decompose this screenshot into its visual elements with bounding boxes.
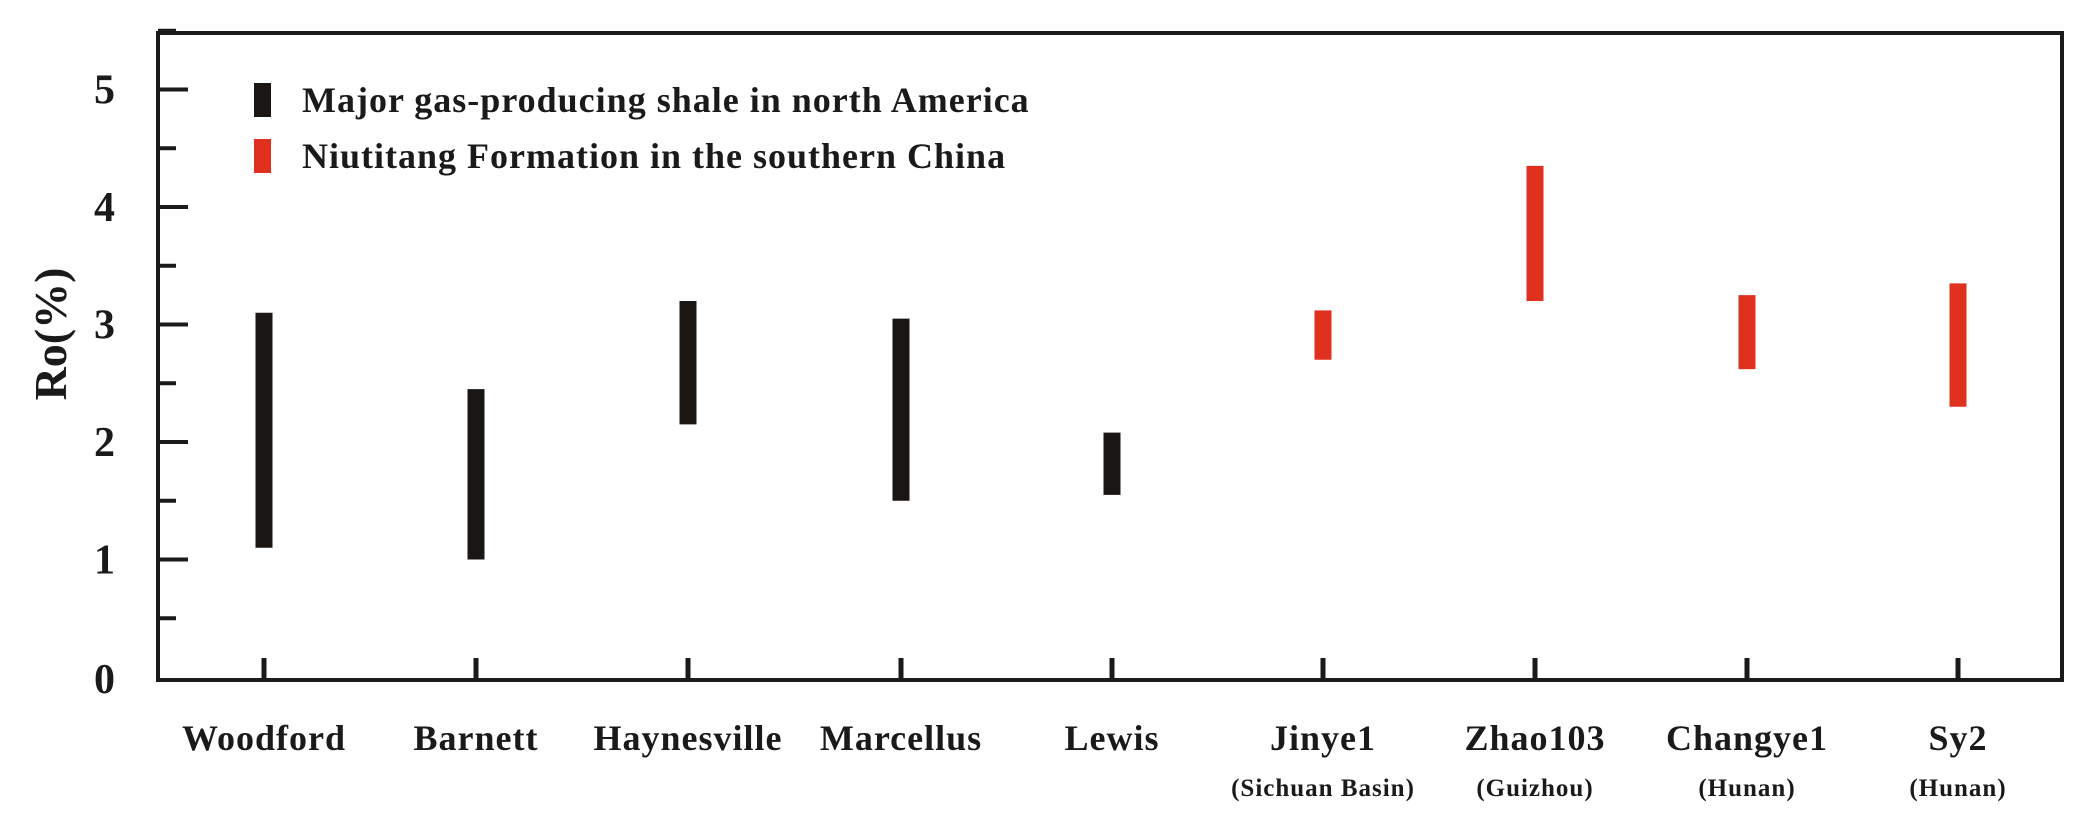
y-axis: 0 1 2 3 4 5 — [94, 28, 188, 703]
range-bar-marcellus — [892, 318, 910, 501]
x-tick-sublabel: (Sichuan Basin) — [1231, 775, 1415, 802]
legend-label: Niutitang Formation in the southern Chin… — [302, 136, 1006, 176]
range-bar-zhao103 — [1526, 165, 1544, 301]
range-bar-changye1 — [1738, 295, 1756, 370]
legend: Major gas-producing shale in north Ameri… — [254, 80, 1030, 176]
x-tick-label: Lewis — [1065, 718, 1160, 758]
y-axis-title: Ro(%) — [25, 268, 76, 401]
range-bar-jinye1 — [1314, 310, 1332, 360]
x-tick-sublabel: (Guizhou) — [1476, 775, 1593, 802]
legend-label: Major gas-producing shale in north Ameri… — [302, 80, 1030, 120]
range-bars — [255, 165, 1967, 560]
y-tick-label: 4 — [94, 185, 115, 231]
y-tick-label: 5 — [94, 68, 115, 114]
x-tick-label: Zhao103 — [1464, 718, 1605, 758]
plot-frame — [156, 31, 2064, 682]
x-tick-label: Marcellus — [820, 718, 982, 758]
x-tick-label: Haynesville — [594, 718, 783, 758]
range-bar-lewis — [1103, 432, 1121, 495]
range-bar-woodford — [255, 312, 273, 548]
range-bar-sy2 — [1949, 283, 1967, 407]
legend-swatch — [254, 83, 271, 117]
y-tick-label: 1 — [94, 538, 115, 584]
x-tick-label: Jinye1 — [1270, 718, 1376, 758]
y-tick-label: 2 — [94, 420, 115, 466]
y-tick-label: 3 — [94, 303, 115, 349]
x-tick-sublabel: (Hunan) — [1909, 775, 2006, 802]
x-tick-label: Woodford — [182, 718, 346, 758]
x-tick-label: Changye1 — [1666, 718, 1828, 758]
x-tick-label: Sy2 — [1928, 718, 1987, 758]
x-tick-label: Barnett — [414, 718, 539, 758]
y-tick-label: 0 — [94, 657, 115, 703]
range-bar-haynesville — [679, 301, 697, 425]
x-tick-sublabel: (Hunan) — [1698, 775, 1795, 802]
x-axis: Woodford Barnett Haynesville Marcellus Lewis… — [182, 658, 2006, 802]
legend-swatch — [254, 139, 271, 173]
range-bar-barnett — [467, 389, 485, 560]
